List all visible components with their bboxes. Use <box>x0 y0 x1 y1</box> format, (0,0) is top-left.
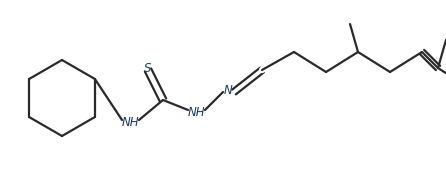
Text: S: S <box>144 62 152 75</box>
Text: NH: NH <box>187 105 205 118</box>
Text: NH: NH <box>121 116 139 129</box>
Text: N: N <box>223 84 232 96</box>
